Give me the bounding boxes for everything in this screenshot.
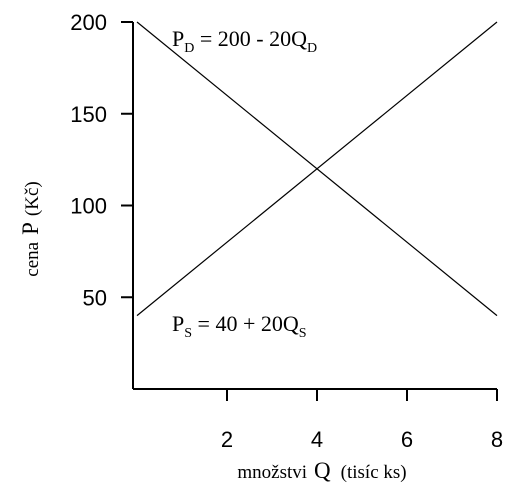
x-tick-label: 4 (311, 427, 323, 452)
supply-equation-label: PS = 40 + 20QS (172, 311, 307, 341)
x-ticks: 2 4 6 8 (221, 389, 503, 452)
y-tick-label: 100 (70, 194, 107, 219)
y-axis-title: cenaP(Kč) (18, 181, 43, 276)
x-tick-label: 2 (221, 427, 233, 452)
y-ticks: 50 100 150 200 (70, 10, 133, 310)
series-lines (136, 21, 498, 317)
x-tick-label: 8 (491, 427, 503, 452)
demand-equation-label: PD = 200 - 20QD (172, 26, 317, 56)
x-axis-title: množstvi Q (tisíc ks) (237, 458, 406, 483)
y-tick-label: 200 (70, 10, 107, 35)
y-tick-label: 150 (70, 102, 107, 127)
y-tick-label: 50 (83, 285, 107, 310)
x-tick-label: 6 (401, 427, 413, 452)
series-line-supply (136, 21, 498, 317)
